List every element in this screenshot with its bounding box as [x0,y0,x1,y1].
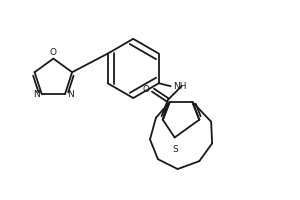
Text: NH: NH [173,82,186,91]
Text: O: O [50,48,57,57]
Text: S: S [173,145,178,154]
Text: N: N [33,90,40,99]
Text: N: N [67,90,74,99]
Text: O: O [142,85,149,94]
